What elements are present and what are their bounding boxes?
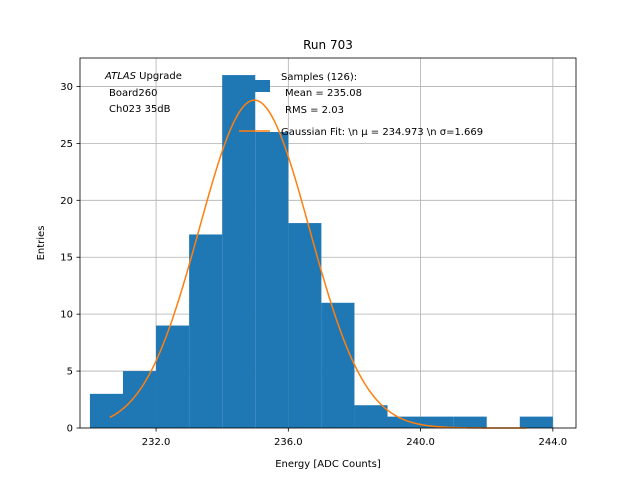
histogram-bar-6 xyxy=(288,223,322,428)
histogram-bar-5 xyxy=(255,132,289,428)
x-tick-label-3: 244.0 xyxy=(539,437,568,448)
histogram-bar-9 xyxy=(387,416,421,428)
y-tick-label-0: 0 xyxy=(67,424,73,435)
histogram-bar-13 xyxy=(519,416,553,428)
y-tick-label-1: 5 xyxy=(67,367,73,378)
channel-label: Ch023 35dB xyxy=(109,104,171,115)
histogram-bars xyxy=(89,75,553,429)
histogram-bar-0 xyxy=(89,393,123,428)
board-label: Board260 xyxy=(109,88,157,99)
x-tick-label-0: 232.0 xyxy=(142,437,171,448)
legend-samples-swatch xyxy=(239,80,270,92)
y-tick-label-4: 20 xyxy=(60,196,73,207)
axes-frame xyxy=(79,57,577,429)
histogram-bar-8 xyxy=(354,405,388,428)
x-axis-label: Energy [ADC Counts] xyxy=(275,459,381,470)
histogram-bar-1 xyxy=(122,371,157,428)
legend-samples-mean: Mean = 235.08 xyxy=(285,88,362,99)
legend-samples-rms: RMS = 2.03 xyxy=(285,105,344,116)
legend-fit-label: Gaussian Fit: \n μ = 234.973 \n σ=1.669 xyxy=(281,127,483,138)
y-tick-label-5: 25 xyxy=(60,139,73,150)
y-tick-label-3: 15 xyxy=(60,253,73,264)
atlas-label: ATLAS Upgrade xyxy=(104,71,182,82)
axis-ticks: 232.0 236.0 240.0 244.0 0 5 10 15 20 25 30 xyxy=(60,82,567,448)
x-tick-label-2: 240.0 xyxy=(406,437,435,448)
histogram-bar-3 xyxy=(189,234,223,428)
histogram-bar-4 xyxy=(222,75,256,429)
chart-title: Run 703 xyxy=(303,38,353,52)
y-axis-label: Entries xyxy=(36,226,47,261)
histogram-bar-2 xyxy=(156,325,190,428)
histogram-bar-11 xyxy=(453,416,487,428)
y-tick-label-2: 10 xyxy=(60,310,73,321)
legend: Samples (126): Mean = 235.08 RMS = 2.03 … xyxy=(239,72,483,138)
legend-samples-title: Samples (126): xyxy=(281,72,357,83)
x-tick-label-1: 236.0 xyxy=(274,437,303,448)
y-tick-label-6: 30 xyxy=(60,82,73,93)
histogram-bar-10 xyxy=(420,416,454,428)
